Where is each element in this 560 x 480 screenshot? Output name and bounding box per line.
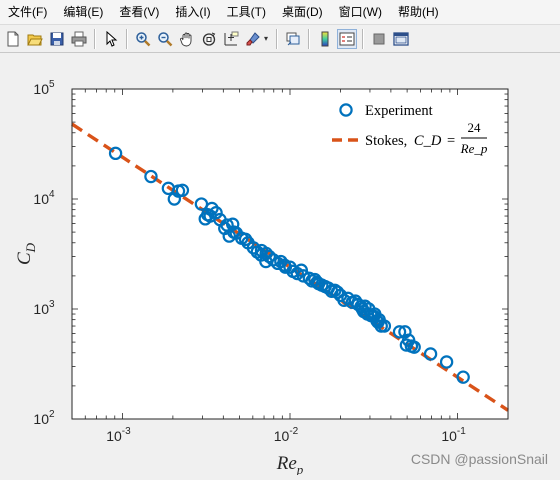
menu-desktop[interactable]: 桌面(D) <box>281 5 323 19</box>
menu-insert[interactable]: 插入(I) <box>175 5 211 19</box>
experiment-point[interactable] <box>167 192 182 206</box>
zoom-in-icon[interactable] <box>133 29 153 49</box>
legend-stokes-prefix: Stokes, <box>365 133 407 149</box>
legend-stokes-equals: = <box>447 133 455 149</box>
hide-tools-icon[interactable] <box>369 29 389 49</box>
experiment-point[interactable] <box>175 183 190 197</box>
y-tick-label: 102 <box>33 409 55 427</box>
x-tick-label: 10-3 <box>106 426 131 444</box>
y-tick-label: 104 <box>33 189 55 207</box>
experiment-point[interactable] <box>423 347 438 361</box>
menu-window[interactable]: 窗口(W) <box>338 5 382 19</box>
legend-stokes-denominator: Re_p <box>460 141 488 156</box>
open-file-icon[interactable] <box>25 29 45 49</box>
y-tick-label: 105 <box>33 79 55 97</box>
menu-view[interactable]: 查看(V) <box>119 5 160 19</box>
experiment-point[interactable] <box>220 218 234 232</box>
colorbar-icon[interactable] <box>315 29 335 49</box>
experiment-point[interactable] <box>456 370 470 384</box>
legend-label-experiment: Experiment <box>365 103 433 119</box>
menu-tools[interactable]: 工具(T) <box>226 5 266 19</box>
menu-edit[interactable]: 编辑(E) <box>63 5 104 19</box>
experiment-point[interactable] <box>246 241 261 255</box>
y-axis-label: CD <box>14 242 38 265</box>
experiment-point[interactable] <box>407 340 421 354</box>
zoom-out-icon[interactable] <box>155 29 175 49</box>
x-tick-label: 10-1 <box>441 426 466 444</box>
axes-background <box>72 89 508 419</box>
experiment-point[interactable] <box>392 325 407 339</box>
toolbar-separator <box>94 28 96 49</box>
legend-marker-experiment <box>339 103 353 117</box>
stokes-fit-line <box>71 122 509 412</box>
print-icon[interactable] <box>69 29 89 49</box>
link-icon[interactable] <box>283 29 303 49</box>
x-tick-label: 10-2 <box>274 426 299 444</box>
figure-toolbar: ▾ <box>0 25 560 53</box>
experiment-point[interactable] <box>144 169 158 184</box>
dock-icon[interactable] <box>391 29 411 49</box>
save-icon[interactable] <box>47 29 67 49</box>
legend[interactable]: Experiment Stokes, C_D = 24 Re_p <box>332 103 488 156</box>
experiment-point[interactable] <box>439 355 454 369</box>
legend-stokes-lhs: C_D <box>414 133 442 149</box>
toolbar-separator <box>126 28 128 49</box>
toolbar-separator <box>308 28 310 49</box>
watermark: CSDN @passionSnail <box>410 451 548 467</box>
menu-bar: 文件(F) 编辑(E) 查看(V) 插入(I) 工具(T) 桌面(D) 窗口(W… <box>0 0 560 25</box>
data-cursor-icon[interactable] <box>221 29 241 49</box>
experiment-point[interactable] <box>330 285 345 299</box>
chart[interactable]: 10-3 10-2 10-1 102 103 104 105 Rep CD Experiment… <box>0 54 560 477</box>
toolbar-separator <box>362 28 364 49</box>
legend-icon[interactable] <box>337 28 357 49</box>
menu-help[interactable]: 帮助(H) <box>397 5 439 19</box>
select-arrow-icon[interactable] <box>101 29 121 49</box>
y-tick-label: 103 <box>33 299 55 317</box>
x-axis-label: Rep <box>276 453 304 475</box>
pan-hand-icon[interactable] <box>177 29 197 49</box>
rotate-3d-icon[interactable] <box>199 29 219 49</box>
figure-area: 10-3 10-2 10-1 102 103 104 105 Rep CD Experiment… <box>0 54 560 477</box>
new-figure-icon[interactable] <box>3 29 23 49</box>
experiment-point[interactable] <box>205 201 219 216</box>
experiment-point[interactable] <box>108 146 123 161</box>
legend-label-stokes: Stokes, C_D = <box>365 133 455 149</box>
experiment-point[interactable] <box>377 319 392 333</box>
chevron-down-icon[interactable]: ▾ <box>264 34 269 43</box>
menu-file[interactable]: 文件(F) <box>8 5 48 19</box>
toolbar-separator <box>276 28 278 49</box>
brush-icon[interactable] <box>243 29 263 49</box>
legend-stokes-numerator: 24 <box>468 120 482 135</box>
